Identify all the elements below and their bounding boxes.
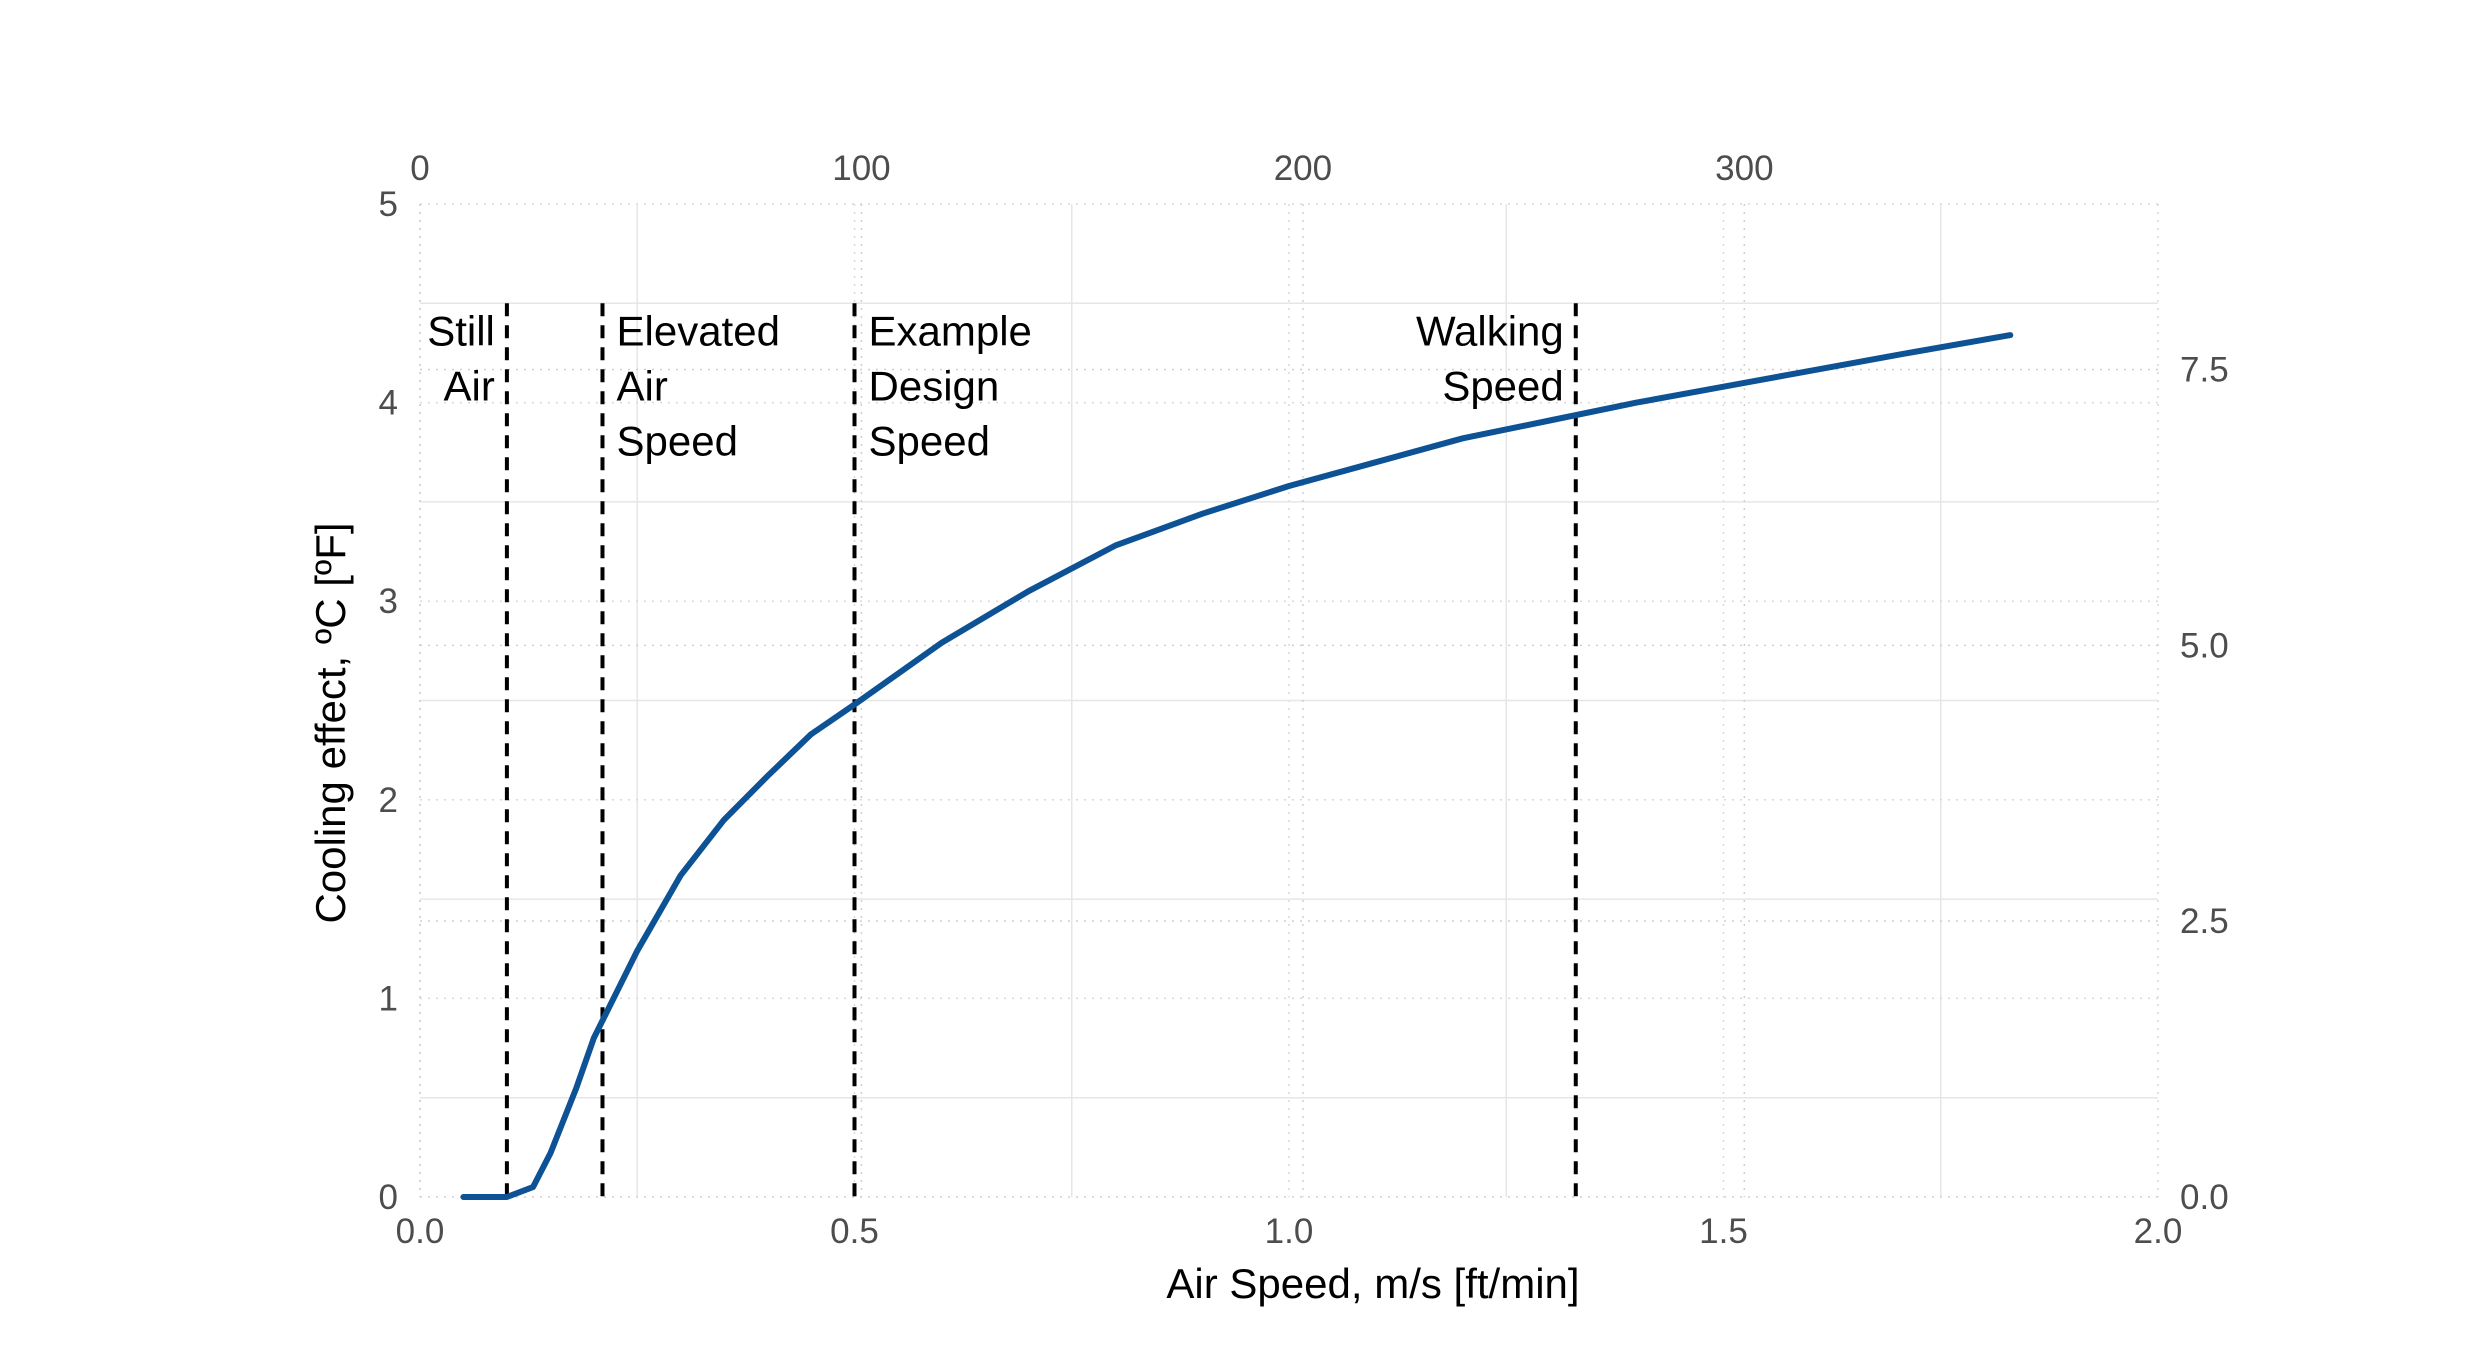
secondary-y-tick-label: 0.0 (2180, 1178, 2229, 1217)
reference-line-label: Speed (616, 417, 737, 464)
x-tick-label: 1.0 (1265, 1212, 1314, 1251)
x-axis-title: Air Speed, m/s [ft/min] (1166, 1260, 1579, 1307)
y-tick-label: 0 (379, 1178, 398, 1217)
reference-line-label: Still (427, 307, 495, 354)
reference-line-label: Elevated (616, 307, 779, 354)
reference-lines: Still Air Elevated Air Speed Example Design Spe… (427, 303, 1578, 1197)
y-tick-label: 4 (379, 384, 398, 423)
x-tick-label: 2.0 (2134, 1212, 2183, 1251)
grid (419, 203, 2159, 1198)
y-tick-label: 5 (379, 185, 398, 224)
x-tick-label: 0.5 (830, 1212, 879, 1251)
reference-line-label: Speed (869, 417, 990, 464)
reference-line-label: Walking (1416, 307, 1564, 354)
secondary-x-tick-label: 0 (410, 149, 429, 188)
reference-line-label: Air (444, 362, 495, 409)
y-tick-label: 2 (379, 781, 398, 820)
secondary-y-tick-label: 7.5 (2180, 351, 2229, 390)
secondary-x-tick-label: 300 (1715, 149, 1773, 188)
y-tick-label: 3 (379, 582, 398, 621)
secondary-x-tick-label: 100 (832, 149, 890, 188)
reference-line-label: Speed (1442, 362, 1563, 409)
x-tick-label: 0.0 (396, 1212, 445, 1251)
x-tick-label: 1.5 (1699, 1212, 1748, 1251)
y-axis-title: Cooling effect, ºC [ºF] (307, 522, 354, 923)
secondary-x-tick-label: 200 (1274, 149, 1332, 188)
secondary-y-tick-label: 2.5 (2180, 902, 2229, 941)
reference-line-label: Design (869, 362, 1000, 409)
secondary-y-tick-label: 5.0 (2180, 626, 2229, 665)
reference-line-label: Air (616, 362, 667, 409)
y-tick-label: 1 (379, 979, 398, 1018)
reference-line-label: Example (869, 307, 1032, 354)
series-layer (460, 332, 2014, 1200)
series-line (460, 332, 2014, 1200)
